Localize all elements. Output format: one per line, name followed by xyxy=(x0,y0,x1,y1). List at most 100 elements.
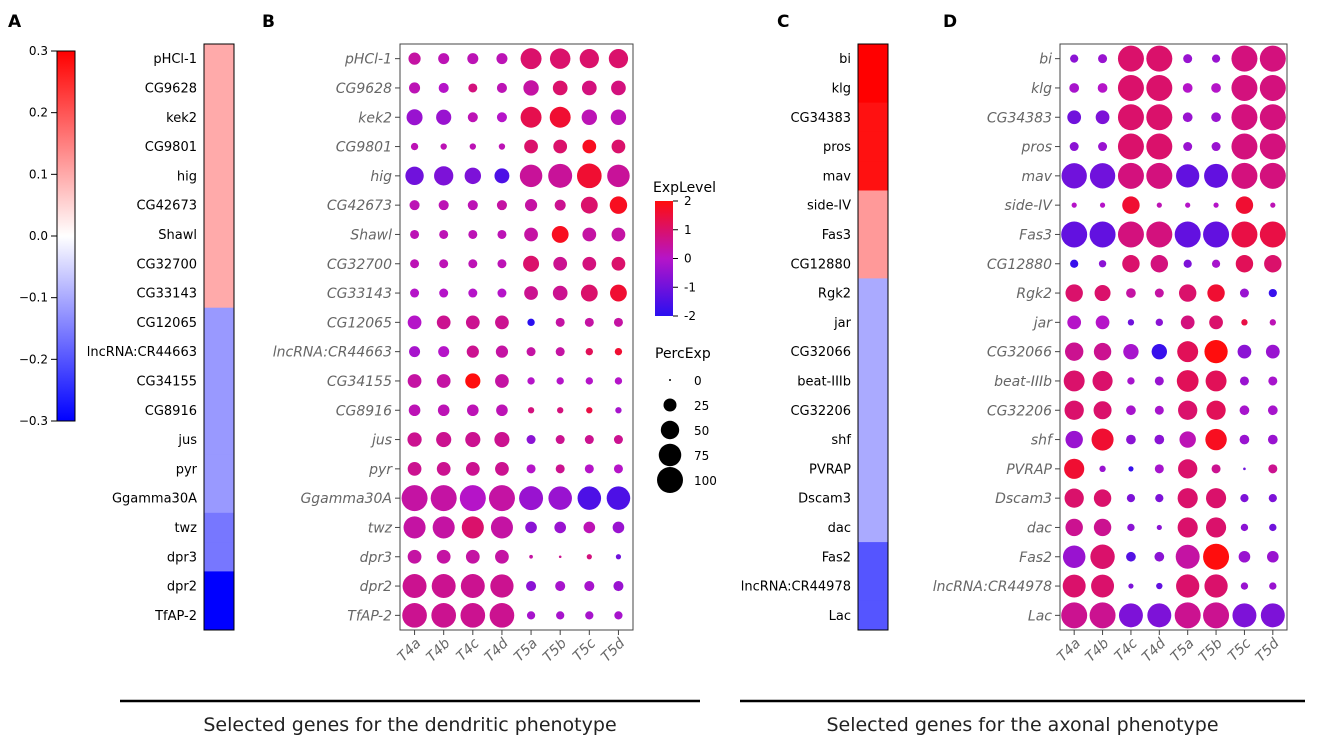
dotplot-b-gene-label: CG9628 xyxy=(336,81,392,97)
dotplot-d-cell-type-label: T5a xyxy=(1168,636,1198,666)
heatmap-c-row-label: Dscam3 xyxy=(798,492,851,507)
dotplot-b-gene-label: CG12065 xyxy=(327,315,392,331)
dotplot-d-dot xyxy=(1122,196,1140,214)
heatmap-a-cell xyxy=(204,366,234,397)
heatmap-c-row-label: CG32206 xyxy=(790,404,851,419)
dotplot-d-gene-label: jar xyxy=(1032,315,1053,331)
dotplot-d-dot xyxy=(1091,574,1115,598)
dotplot-d-dot xyxy=(1126,288,1136,298)
dotplot-d-gene-label: Fas2 xyxy=(1019,550,1052,566)
dotplot-d-dot xyxy=(1118,603,1143,628)
dotplot-b-dot xyxy=(585,377,593,385)
dotplot-d-dot xyxy=(1270,202,1276,208)
dotplot-b-dot xyxy=(468,229,478,239)
heatmap-a-cell xyxy=(204,571,234,602)
dotplot-d-dot xyxy=(1070,54,1079,63)
heatmap-c-row-label: klg xyxy=(832,81,851,96)
dotplot-b-dot xyxy=(611,80,626,96)
dotplot-d-dot xyxy=(1090,544,1115,569)
heatmap-a-row-label: CG8916 xyxy=(145,404,197,419)
heatmap-a-row-label: CG34155 xyxy=(136,374,197,389)
heatmap-c-cell xyxy=(858,512,888,543)
dotplot-b-dot xyxy=(580,284,598,302)
dotplot-d-dot xyxy=(1264,255,1282,273)
dotplot-b-dot xyxy=(581,109,598,125)
dotplot-d-dot xyxy=(1268,288,1277,298)
dotplot-d-gene-label: Lac xyxy=(1028,608,1052,624)
dotplot-b-dot xyxy=(582,227,597,242)
dotplot-d-dot xyxy=(1204,163,1229,188)
dotplot-b-dot xyxy=(519,164,543,188)
legend-perc-label: 75 xyxy=(694,449,709,463)
dotplot-b-gene-label: Ggamma30A xyxy=(300,491,392,507)
dotplot-b-dot xyxy=(548,163,573,188)
dotplot-d-dot xyxy=(1146,133,1173,160)
dotplot-d-dot xyxy=(1176,574,1200,598)
colorbar-a: 0.3 0.2 0.1 0.0 −0.1 −0.2 −0.3 xyxy=(19,44,76,428)
dotplot-b-dot xyxy=(408,404,421,417)
colorbar-a-tick-label: −0.1 xyxy=(19,291,48,305)
dotplot-b-dot xyxy=(488,485,515,512)
dotplot-d-dot xyxy=(1211,259,1221,268)
dotplot-b-dot xyxy=(581,80,597,96)
dotplot-b-dot xyxy=(555,317,565,327)
heatmap-a-cell xyxy=(204,249,234,279)
legend-exp-tick-label: 2 xyxy=(684,194,692,208)
dotplot-d-dot xyxy=(1211,112,1221,123)
dotplot-b-dot xyxy=(432,516,455,539)
dotplot-b-dot xyxy=(438,346,450,358)
heatmap-c: bi klg CG34383 pros mav side-IV Fas3 CG12880 Rgk… xyxy=(741,43,889,631)
dotplot-d-dot xyxy=(1098,142,1108,152)
dotplot-d-dot xyxy=(1267,434,1278,445)
dotplot-b-dot xyxy=(609,196,628,214)
dotplot-d-dot xyxy=(1128,466,1134,472)
dotplot-d-dot xyxy=(1146,221,1173,248)
dotplot-d-dot xyxy=(1155,494,1164,503)
dotplot-d-dot xyxy=(1241,319,1248,326)
heatmap-c-cell xyxy=(858,249,888,279)
dotplot-d-dot xyxy=(1069,142,1079,152)
dotplot-b-gene-label: CG8916 xyxy=(336,403,392,419)
heatmap-a-row-label: jus xyxy=(177,433,197,448)
dotplot-d-dot xyxy=(1174,221,1201,248)
dotplot-d-dot xyxy=(1239,288,1249,298)
dotplot-d-dot xyxy=(1185,202,1191,208)
dotplot-b-dot xyxy=(465,315,480,330)
dotplot-b-dot xyxy=(585,347,593,356)
dotplot-b-gene-label: kek2 xyxy=(358,110,392,126)
dotplot-d-dot xyxy=(1260,603,1285,628)
heatmap-c-cell xyxy=(858,307,888,338)
dotplot-b-gene-label: hig xyxy=(370,169,392,185)
dotplot-b-cell-type-label: T5d xyxy=(598,635,628,665)
dotplot-d-dot xyxy=(1239,376,1249,386)
dotplot-b-dot xyxy=(436,315,451,330)
dotplot-d-dot xyxy=(1179,431,1196,448)
heatmap-a-cell xyxy=(204,190,234,221)
dotplot-d-dot xyxy=(1259,104,1286,131)
dotplot-d-dot xyxy=(1065,430,1083,449)
dotplot-b-cell-type-label: T4c xyxy=(454,635,483,664)
heatmap-c-row-label: CG34383 xyxy=(790,111,851,126)
dotplot-b-dot xyxy=(552,80,568,96)
dotplot-d-cell-type-label: T4b xyxy=(1082,635,1112,665)
heatmap-a-row-label: pHCl-1 xyxy=(153,52,197,67)
dotplot-b-dot xyxy=(584,317,594,327)
dotplot-b-dot xyxy=(497,259,507,269)
dotplot-b-dot xyxy=(615,554,622,560)
dotplot-b-dot xyxy=(495,374,509,388)
dotplot-d-dot xyxy=(1146,74,1173,101)
legend-exp-gradient xyxy=(655,201,673,316)
dotplot-b-dot xyxy=(526,347,536,357)
dotplot-b-dot xyxy=(580,196,598,214)
dotplot-b-dot xyxy=(436,109,452,125)
dotplot-d-dot xyxy=(1098,54,1108,64)
dotplot-b-gene-label: CG9801 xyxy=(336,140,392,156)
dotplot-b-dot xyxy=(549,106,571,128)
legend-exp-tick-label: 0 xyxy=(684,252,692,266)
dotplot-b-dot xyxy=(526,611,536,620)
legend-perc-dot xyxy=(657,467,683,493)
dotplot-b-dot xyxy=(577,486,602,510)
dotplot-d-dot xyxy=(1239,434,1250,445)
dotplot-d-cell-type-label: T5d xyxy=(1253,635,1283,665)
